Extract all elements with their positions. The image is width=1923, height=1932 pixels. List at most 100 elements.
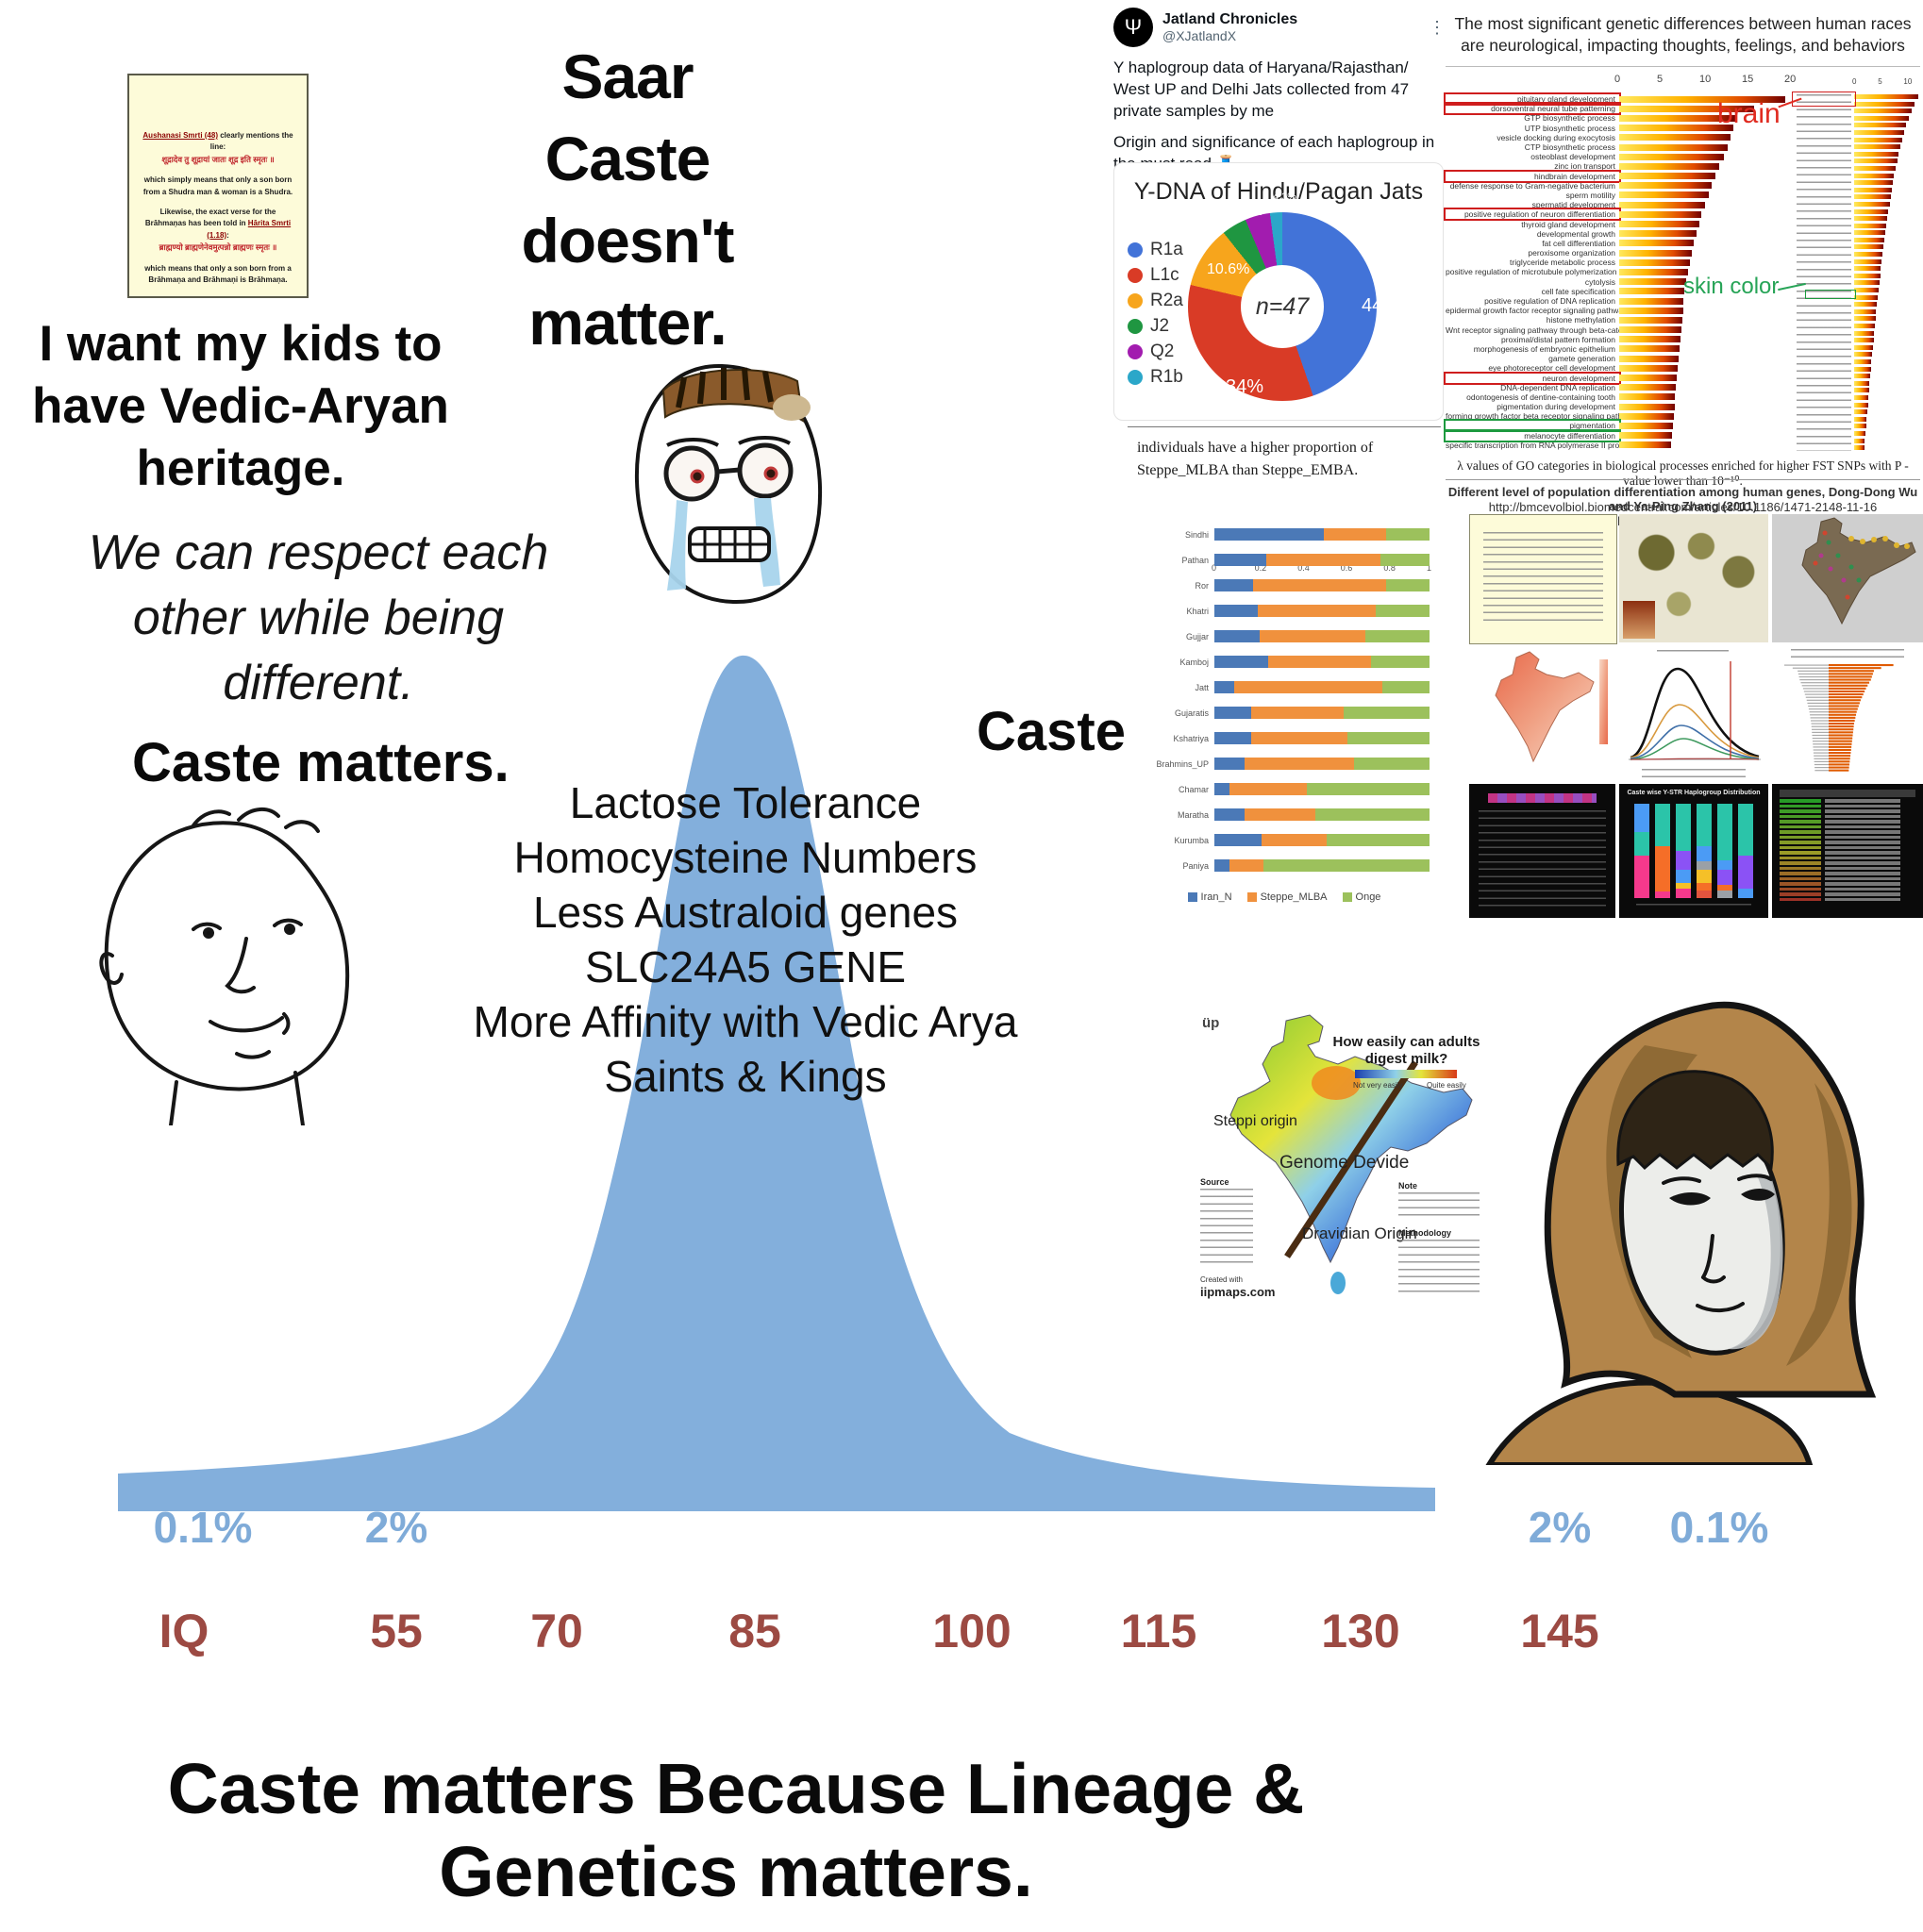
go-row: UTP biosynthetic process — [1446, 124, 1920, 133]
pie-legend-R2a: R2a — [1128, 288, 1183, 313]
go-right-bar — [1854, 194, 1891, 200]
steppe-category-label: Gujjar — [1185, 631, 1209, 641]
go-bar — [1619, 153, 1724, 160]
go-row: positive regulation of neuron differenti… — [1444, 208, 1920, 222]
tweet: Ψ Jatland Chronicles @XJatlandX ⋮ Y hapl… — [1113, 8, 1446, 175]
haplo-table-row — [1780, 809, 1915, 813]
tweet-avatar-icon: Ψ — [1113, 8, 1153, 47]
go-category-label: pigmentation — [1444, 419, 1621, 433]
go-bar — [1619, 114, 1736, 122]
go-tick-10: 10 — [1699, 74, 1712, 85]
pie-value-labels: 44.7% 34% 10.6% 4.3% 4.3% 2.1% — [1114, 163, 1443, 420]
headline-saar-caste-doesnt-matter: Saar Caste doesn't matter. — [453, 36, 802, 364]
steppe-category-label: Maratha — [1177, 809, 1209, 820]
headline-line-1: Saar — [561, 42, 694, 111]
go-right-bar — [1854, 158, 1898, 164]
label-dravidian-origin: Dravidian Origin — [1302, 1224, 1417, 1242]
steppe-segment-Steppe_MLBA — [1244, 758, 1355, 770]
steppe-legend-Onge: Onge — [1342, 891, 1381, 903]
pie-legend: R1a L1c R2a J2 Q2 R1b — [1128, 237, 1183, 390]
go-right-bar — [1854, 230, 1886, 236]
steppe-bar — [1214, 656, 1430, 668]
go-right-bar — [1854, 144, 1900, 150]
legend-label: Onge — [1355, 891, 1381, 903]
go-right-bar — [1854, 388, 1869, 393]
steppe-row-Paniya: Paniya — [1128, 853, 1441, 878]
go-bar — [1619, 125, 1733, 132]
go-right-bar — [1854, 123, 1907, 128]
go-row: spermatid development — [1446, 200, 1920, 209]
steppe-tick-0.4: 0.4 — [1297, 563, 1310, 573]
steppe-segment-Iran_N — [1214, 554, 1266, 566]
go-row: histone methylation — [1446, 315, 1920, 325]
steppe-bar — [1214, 732, 1430, 744]
percent-label-0.1%: 0.1% — [153, 1503, 253, 1552]
bottom-statement: Caste matters Because Lineage & Genetics … — [75, 1747, 1396, 1913]
steppe-segment-Steppe_MLBA — [1229, 783, 1308, 795]
steppe-segment-Onge — [1307, 783, 1430, 795]
steppe-row-Maratha: Maratha — [1128, 802, 1441, 827]
haplo-table-row — [1780, 856, 1915, 859]
pie-center-label: n=47 — [1241, 265, 1324, 348]
go-bar — [1619, 422, 1673, 429]
go-bar — [1619, 403, 1675, 410]
steppe-segment-Iran_N — [1214, 528, 1325, 541]
go-row: neuron development — [1444, 371, 1920, 385]
steppe-tick-0.8: 0.8 — [1383, 563, 1396, 573]
go-category-label: sperm motility — [1565, 190, 1615, 200]
ystr-segment — [1697, 861, 1712, 870]
haplo-table-row — [1780, 876, 1915, 880]
go-category-label: pituitary gland development — [1444, 92, 1621, 107]
steppe-row-Pathan: Pathan — [1128, 547, 1441, 573]
steppe-row-Ror: Ror — [1128, 573, 1441, 598]
steppe-segment-Iran_N — [1214, 630, 1260, 642]
steppe-segment-Steppe_MLBA — [1250, 732, 1348, 744]
right-panel-red-box — [1792, 92, 1856, 107]
go-row: eye photoreceptor cell development — [1446, 363, 1920, 373]
ystr-bar — [1697, 804, 1712, 898]
steppe-segment-Onge — [1315, 808, 1430, 821]
ystr-segment — [1738, 856, 1753, 889]
go-row: vesicle docking during exocytosis — [1446, 133, 1920, 142]
curve-genetics-line-6: Saints & Kings — [604, 1052, 887, 1101]
percent-label-5%: 5% — [525, 1503, 589, 1552]
steppe-bar — [1214, 808, 1430, 821]
ystr-segment — [1634, 856, 1649, 898]
pie-legend-R1a: R1a — [1128, 237, 1183, 262]
haplo-table-row — [1780, 866, 1915, 870]
credit-label: Created with — [1200, 1275, 1243, 1284]
legend-dot — [1128, 369, 1143, 385]
go-title-line-1: The most significant genetic differences… — [1454, 14, 1912, 33]
smriti-line-4: which means that only a son born from a … — [144, 263, 292, 284]
steppe-row-Gujjar: Gujjar — [1128, 624, 1441, 649]
legend-dot — [1128, 318, 1143, 334]
ystr-segment — [1697, 804, 1712, 846]
go-right-bar — [1854, 294, 1879, 300]
go-category-label: dorsoventral neural tube patterning — [1444, 102, 1621, 116]
go-category-label: gamete generation — [1548, 354, 1615, 364]
haplo-table-row — [1780, 814, 1915, 818]
ystr-segment — [1697, 846, 1712, 861]
go-category-label: positive regulation of microtubule polym… — [1446, 267, 1617, 277]
go-right-bar — [1854, 280, 1880, 286]
steppe-bar — [1214, 528, 1430, 541]
go-right-bar — [1854, 424, 1866, 429]
ystr-segment — [1717, 891, 1732, 898]
steppe-segment-Iran_N — [1214, 707, 1251, 719]
curve-genetics-line-3: Less Australoid genes — [532, 888, 959, 937]
go-right-bar — [1854, 252, 1882, 258]
go-category-label: proximal/distal pattern formation — [1501, 334, 1615, 344]
go-row: hindbrain development — [1444, 169, 1920, 183]
go-bar — [1619, 105, 1755, 112]
steppe-segment-Onge — [1326, 834, 1430, 846]
collage-eurasia-haplogroup-map — [1619, 514, 1768, 642]
percent-label-58%: 58% — [928, 1503, 1016, 1552]
haplo-table-row — [1780, 835, 1915, 839]
go-bar — [1619, 364, 1679, 372]
tweet-menu-icon[interactable]: ⋮ — [1429, 17, 1446, 37]
hooded-wojak — [1485, 1001, 1877, 1465]
percent-label-0.1%: 0.1% — [1669, 1503, 1769, 1552]
go-row: triglyceride metabolic process — [1446, 258, 1920, 267]
go-row: Wnt receptor signaling pathway through b… — [1446, 325, 1920, 335]
